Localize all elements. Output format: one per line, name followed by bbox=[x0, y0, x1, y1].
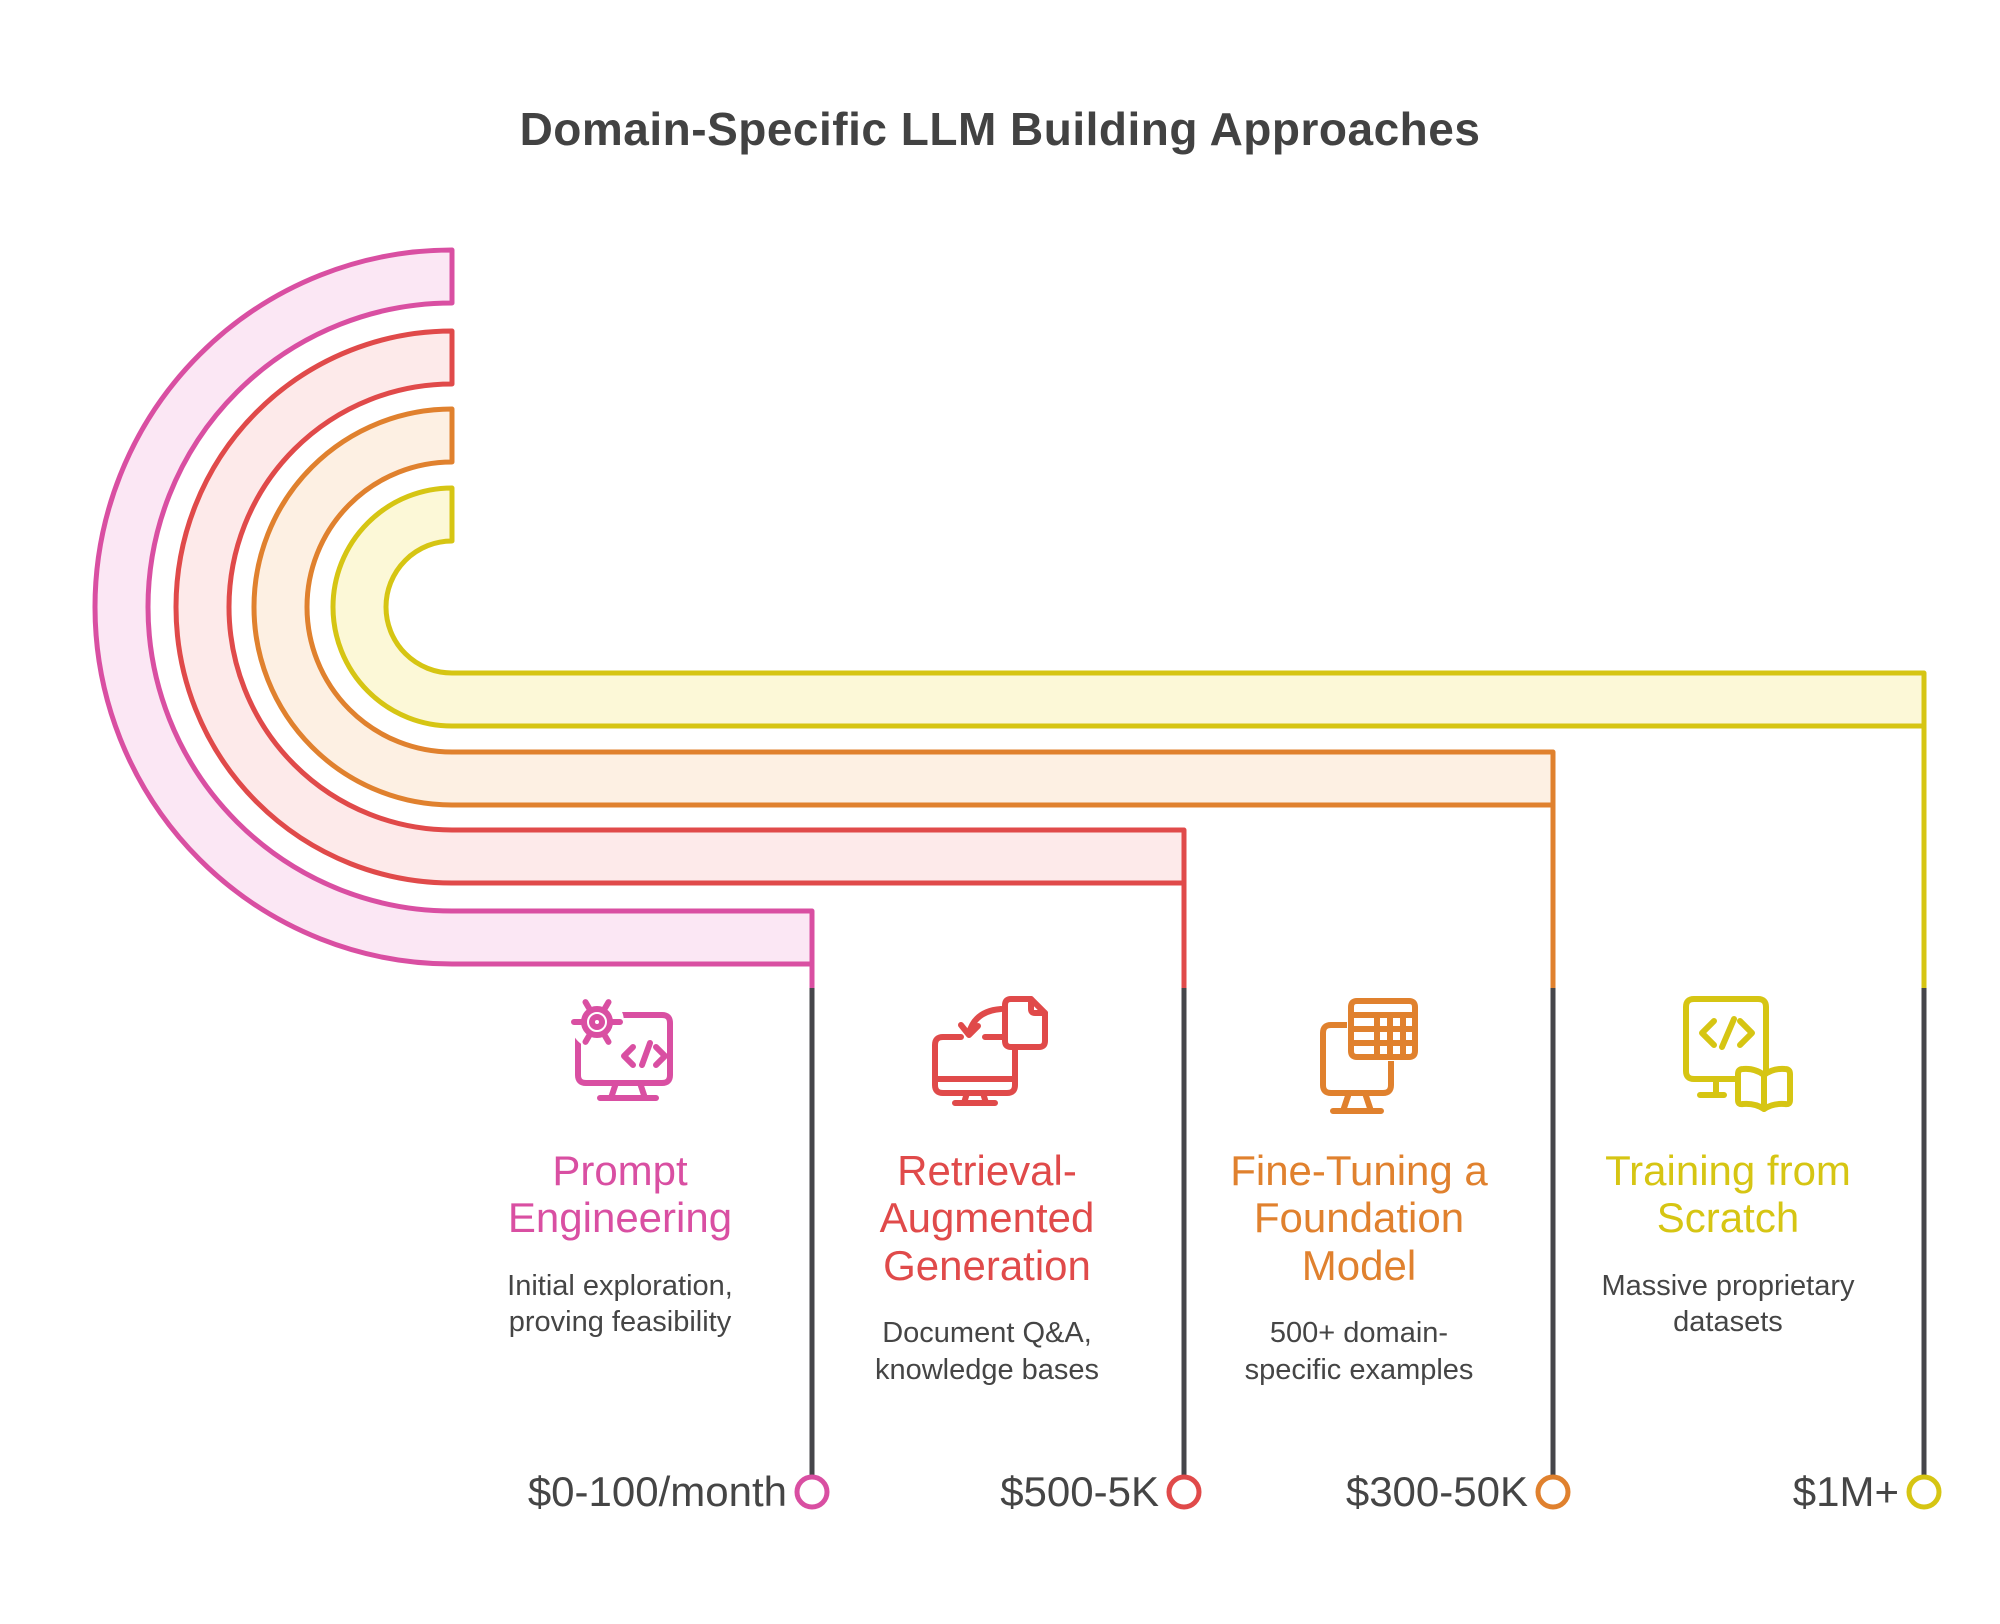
cost-label-prompt-engineering: $0-100/month bbox=[527, 1468, 787, 1515]
approach-description: 500+ domain- specific examples bbox=[1244, 1317, 1474, 1386]
endpoint-circle-retrieval-augmented-generation bbox=[1166, 1474, 1202, 1510]
ribbon-fine-tuning bbox=[251, 406, 1556, 808]
approach-description: Initial exploration, proving feasibility bbox=[507, 1269, 733, 1339]
ribbon-prompt-engineering bbox=[92, 247, 815, 967]
page-title: Domain-Specific LLM Building Approaches bbox=[519, 103, 1481, 155]
endpoint-circle-fine-tuning bbox=[1535, 1474, 1571, 1510]
monitor-gear-code-icon bbox=[570, 995, 673, 1101]
endpoint-circle-prompt-engineering bbox=[794, 1474, 830, 1510]
approach-description: Massive proprietary datasets bbox=[1601, 1269, 1855, 1339]
screen-code-book-icon bbox=[1683, 996, 1793, 1112]
approach-title: Training from Scratch bbox=[1605, 1147, 1851, 1242]
approach-column-training-from-scratch: Training from Scratch Massive proprietar… bbox=[1551, 985, 1905, 1340]
approach-title: Prompt Engineering bbox=[507, 1147, 733, 1242]
cost-label-fine-tuning: $300-50K bbox=[1345, 1468, 1528, 1515]
approach-title: Fine-Tuning a Foundation Model bbox=[1230, 1147, 1488, 1289]
cost-label-retrieval-augmented-generation: $500-5K bbox=[1000, 1468, 1159, 1515]
approach-title: Retrieval- Augmented Generation bbox=[879, 1147, 1095, 1289]
ribbon-retrieval-augmented-generation bbox=[173, 328, 1187, 886]
approach-column-prompt-engineering: Prompt Engineering Initial exploration, … bbox=[430, 985, 810, 1340]
monitor-spreadsheet-icon bbox=[1320, 997, 1419, 1114]
monitor-document-arrow-icon bbox=[932, 996, 1048, 1106]
approach-column-fine-tuning: Fine-Tuning a Foundation Model 500+ doma… bbox=[1182, 985, 1536, 1388]
ribbon-training-from-scratch bbox=[330, 485, 1927, 729]
cost-label-training-from-scratch: $1M+ bbox=[1792, 1468, 1899, 1515]
approach-column-retrieval-augmented-generation: Retrieval- Augmented Generation Document… bbox=[810, 985, 1164, 1388]
endpoint-circle-training-from-scratch bbox=[1906, 1474, 1942, 1510]
approach-description: Document Q&A, knowledge bases bbox=[874, 1317, 1100, 1386]
